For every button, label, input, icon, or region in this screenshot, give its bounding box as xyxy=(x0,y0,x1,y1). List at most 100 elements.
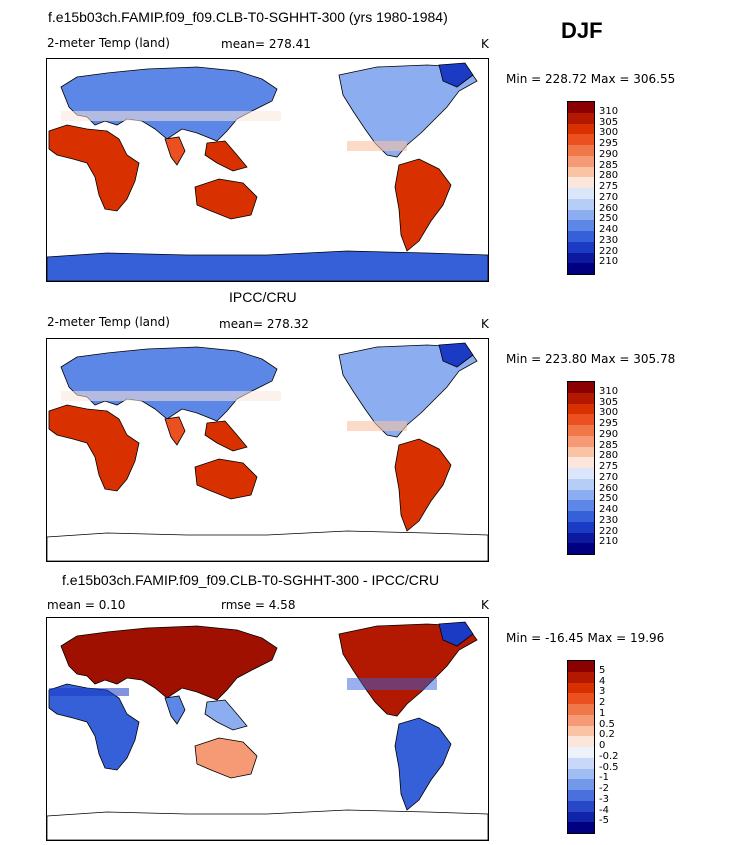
continent-samerica xyxy=(394,717,452,811)
panel-1-title: f.e15b03ch.FAMIP.f09_f09.CLB-T0-SGHHT-30… xyxy=(48,9,448,25)
panel-1-map xyxy=(46,58,489,282)
continent-greenland xyxy=(438,621,474,647)
colorbar-level-label: 230 xyxy=(599,234,619,246)
colorbar-swatch xyxy=(568,779,594,790)
colorbar-swatch xyxy=(568,145,594,156)
colorbar-swatch xyxy=(568,231,594,242)
colorbar-swatch xyxy=(568,704,594,715)
colorbar-level-label: 0 xyxy=(599,740,606,751)
continent-eurasia xyxy=(60,346,278,422)
colorbar-level-label: 220 xyxy=(599,245,619,257)
panel-1-map-svg xyxy=(47,62,488,281)
panel-3-colorbar xyxy=(567,660,595,834)
colorbar-level-label: 250 xyxy=(599,493,619,505)
colorbar-swatch xyxy=(568,768,594,780)
colorbar-swatch xyxy=(568,714,594,726)
colorbar-swatch xyxy=(568,425,594,436)
colorbar-swatch xyxy=(568,500,594,511)
colorbar-swatch xyxy=(568,489,594,501)
colorbar-swatch xyxy=(568,511,594,522)
colorbar-swatch xyxy=(568,682,594,694)
colorbar-level-label: 305 xyxy=(599,116,619,128)
continent-india xyxy=(164,136,186,166)
colorbar-level-label: 295 xyxy=(599,418,619,429)
colorbar-level-label: 220 xyxy=(599,525,619,537)
colorbar-swatch xyxy=(568,446,594,458)
colorbar-level-label: 310 xyxy=(599,105,619,117)
continent-seasia xyxy=(204,699,248,731)
colorbar-swatch xyxy=(568,822,594,833)
colorbar-level-label: 2 xyxy=(599,697,606,708)
continent-india xyxy=(164,416,186,446)
colorbar-level-label: 250 xyxy=(599,213,619,225)
panel-2-map xyxy=(46,338,489,562)
colorbar-level-label: 295 xyxy=(599,138,619,149)
colorbar-level-label: 300 xyxy=(599,127,619,139)
panel-1-variable-label: 2-meter Temp (land) xyxy=(47,36,170,50)
season-label: DJF xyxy=(561,18,603,43)
continent-australia xyxy=(194,178,258,220)
panel-1-units-label: K xyxy=(481,37,489,51)
colorbar-swatch xyxy=(568,220,594,231)
colorbar-level-label: 260 xyxy=(599,482,619,494)
colorbar-swatch xyxy=(568,209,594,221)
anomaly-band xyxy=(49,688,129,696)
colorbar-level-label: 5 xyxy=(599,664,606,676)
colorbar-swatch xyxy=(568,263,594,274)
panel-3-map-svg xyxy=(47,621,488,840)
colorbar-level-label: 290 xyxy=(599,428,619,440)
anomaly-band xyxy=(347,678,437,690)
colorbar-swatch xyxy=(568,166,594,178)
colorbar-level-label: -3 xyxy=(599,793,609,805)
panel-3-map xyxy=(46,617,489,841)
colorbar-swatch xyxy=(568,811,594,823)
colorbar-swatch xyxy=(568,252,594,264)
colorbar-swatch xyxy=(568,693,594,704)
colorbar-swatch xyxy=(568,435,594,447)
panel-2-title: IPCC/CRU xyxy=(229,289,297,305)
colorbar-level-label: 1 xyxy=(599,707,606,719)
colorbar-level-label: 280 xyxy=(599,170,619,182)
colorbar-swatch xyxy=(568,790,594,801)
colorbar-level-label: 3 xyxy=(599,686,606,698)
colorbar-swatch xyxy=(568,671,594,683)
colorbar-swatch xyxy=(568,736,594,747)
colorbar-swatch xyxy=(568,757,594,769)
colorbar-level-label: 260 xyxy=(599,202,619,214)
continent-africa xyxy=(48,124,140,212)
panel-1-mean-label: mean= 278.41 xyxy=(221,37,311,51)
colorbar-swatch xyxy=(568,123,594,135)
colorbar-level-label: 210 xyxy=(599,256,619,268)
colorbar-level-label: 4 xyxy=(599,675,606,687)
continent-eurasia xyxy=(60,66,278,142)
continent-antarctica xyxy=(47,809,488,840)
colorbar-level-label: 0.5 xyxy=(599,718,615,730)
colorbar-level-label: -2 xyxy=(599,783,609,794)
colorbar-level-label: 270 xyxy=(599,471,619,483)
colorbar-level-label: -0.2 xyxy=(599,750,619,762)
midlatitude-band xyxy=(347,421,407,431)
panel-2-colorbar xyxy=(567,381,595,555)
panel-1-colorbar xyxy=(567,101,595,275)
colorbar-level-label: 275 xyxy=(599,461,619,472)
midlatitude-band xyxy=(61,111,281,121)
colorbar-level-label: 230 xyxy=(599,514,619,526)
continent-africa xyxy=(48,404,140,492)
colorbar-level-label: -0.5 xyxy=(599,761,619,773)
colorbar-level-label: 310 xyxy=(599,385,619,397)
colorbar-swatch xyxy=(568,134,594,145)
continent-seasia xyxy=(204,140,248,172)
colorbar-level-label: 0.2 xyxy=(599,729,615,741)
continent-greenland xyxy=(438,342,474,368)
colorbar-swatch xyxy=(568,661,594,672)
colorbar-level-label: 300 xyxy=(599,407,619,419)
colorbar-swatch xyxy=(568,403,594,415)
colorbar-swatch xyxy=(568,188,594,199)
panel-3-title: f.e15b03ch.FAMIP.f09_f09.CLB-T0-SGHHT-30… xyxy=(62,572,440,588)
continent-samerica xyxy=(394,438,452,532)
colorbar-level-label: 305 xyxy=(599,396,619,408)
continent-eurasia xyxy=(60,625,278,701)
colorbar-swatch xyxy=(568,112,594,124)
colorbar-swatch xyxy=(568,392,594,404)
colorbar-level-label: 240 xyxy=(599,224,619,235)
